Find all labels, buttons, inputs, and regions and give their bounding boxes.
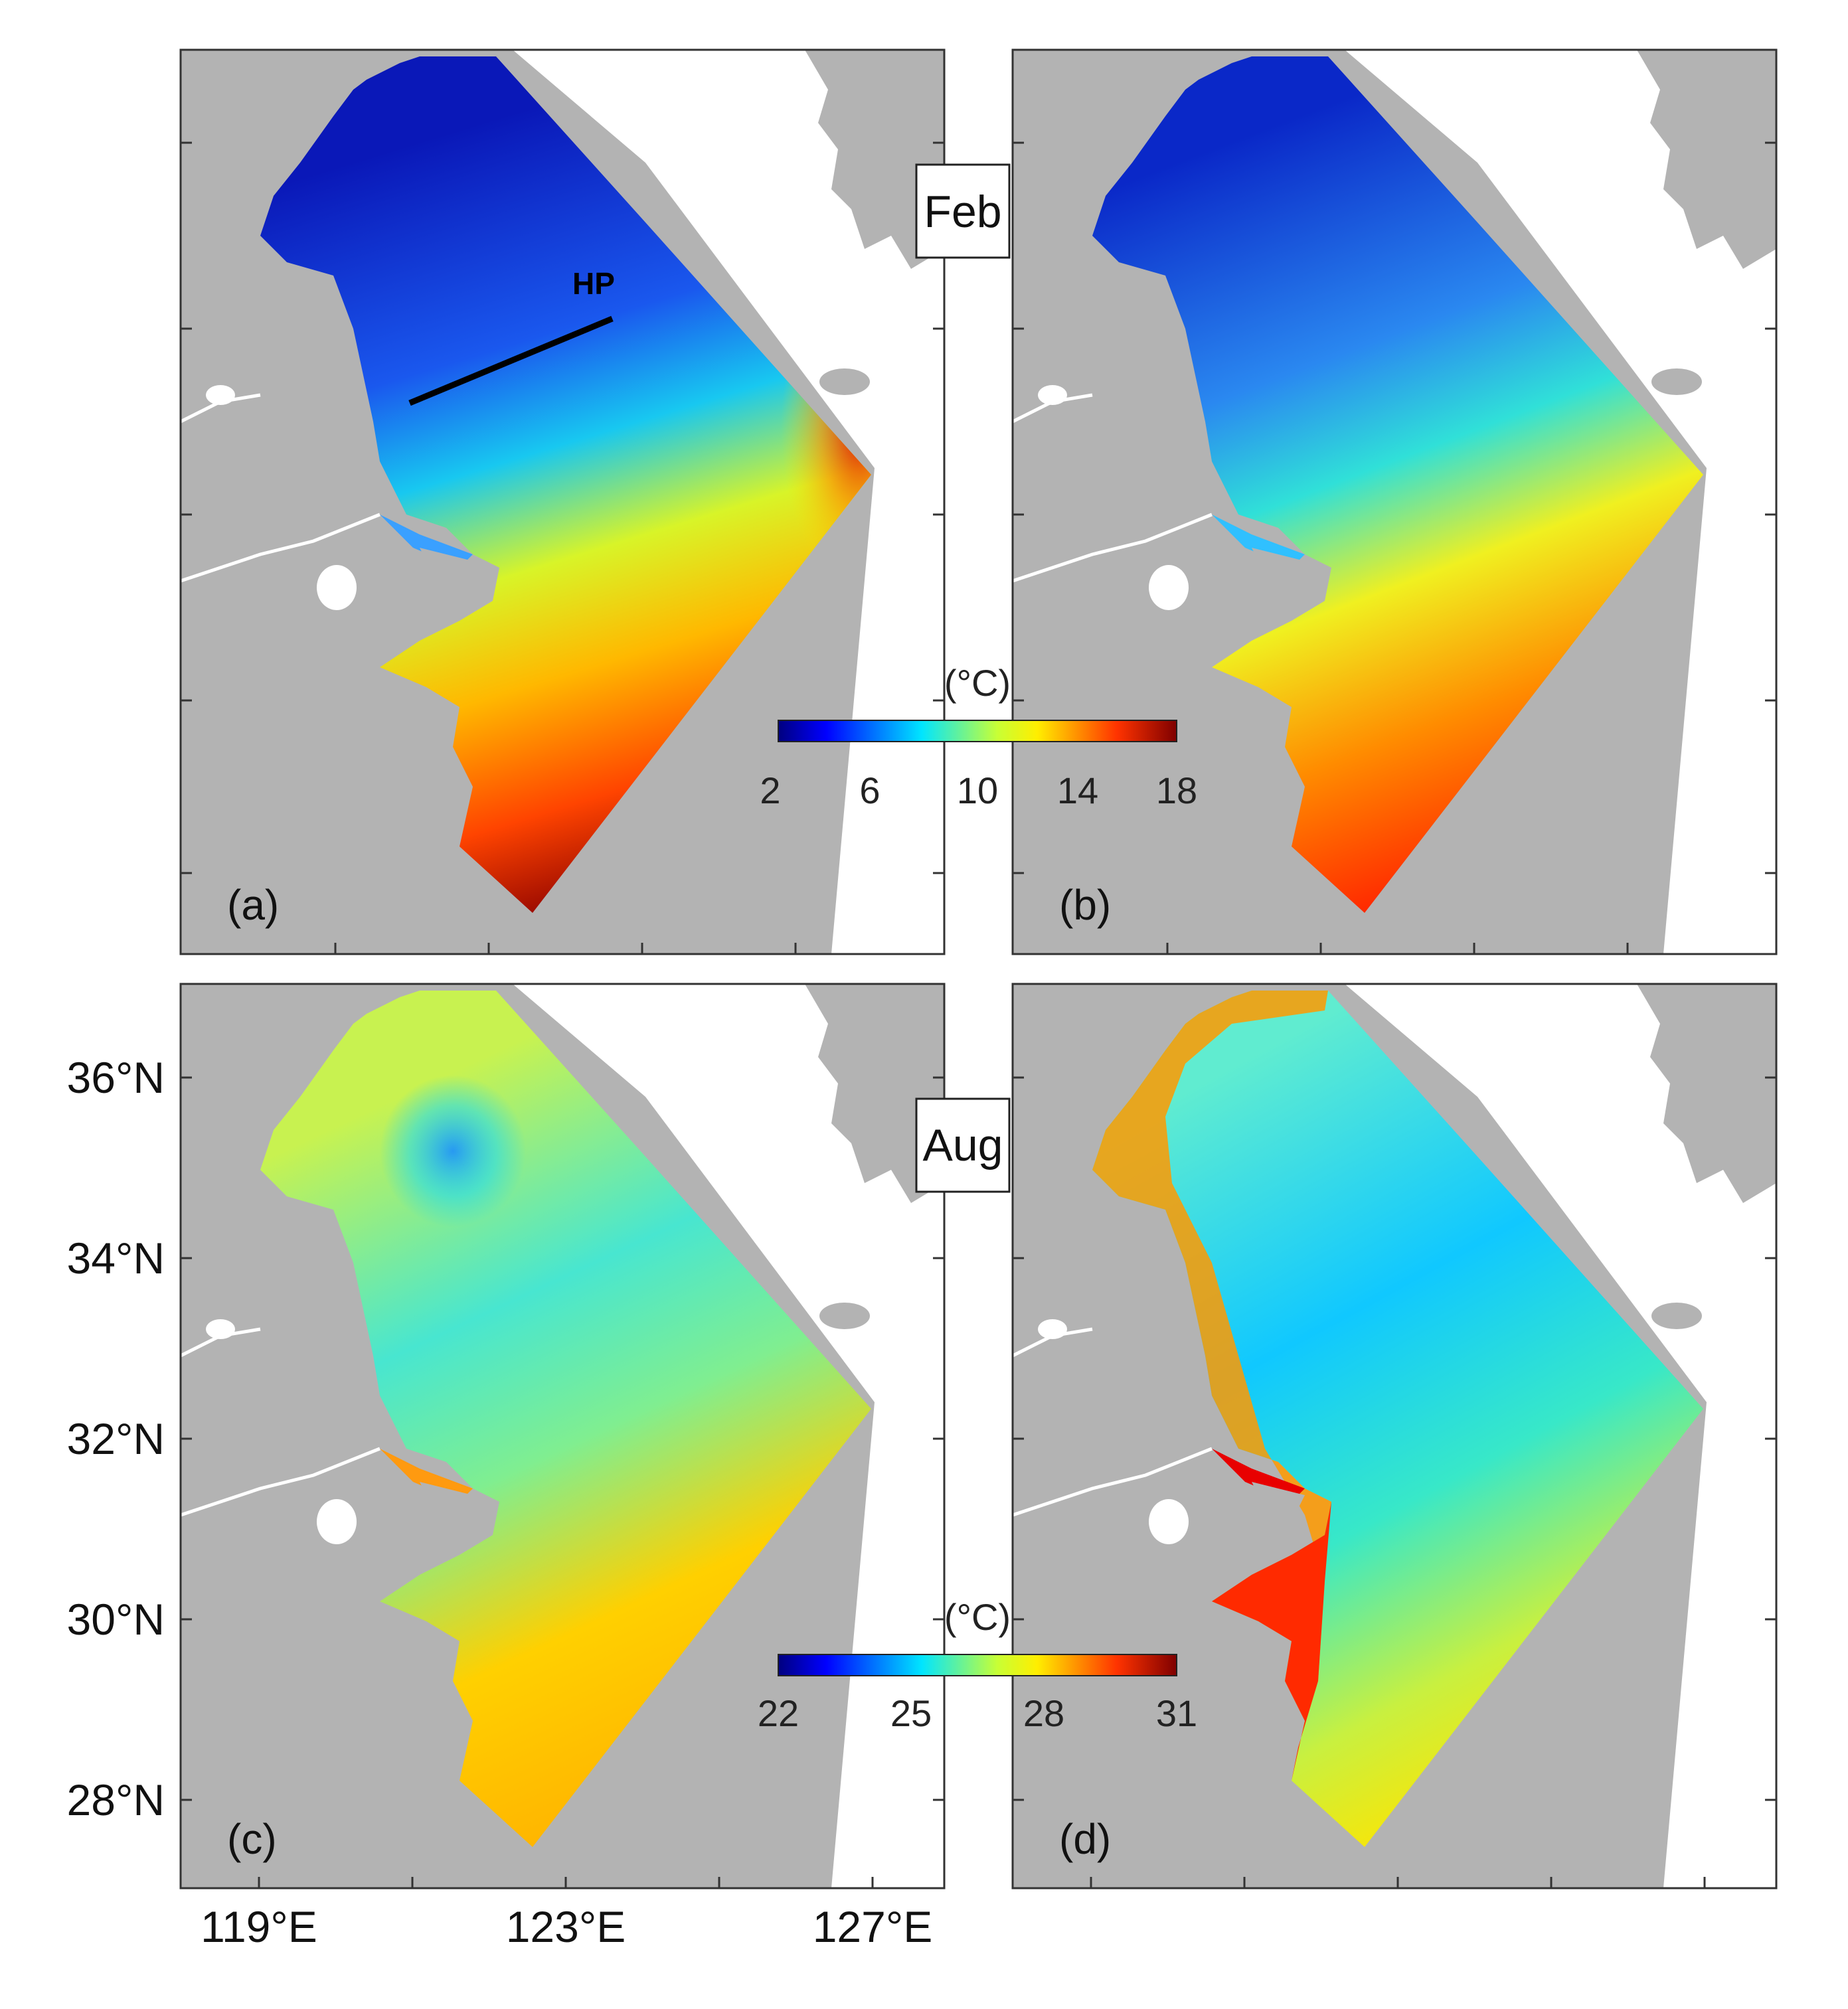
panel-b-river-2 bbox=[1013, 393, 1093, 424]
lat-label-30n: 30°N bbox=[67, 1595, 165, 1644]
lat-label-28n: 28°N bbox=[67, 1775, 165, 1824]
colorbar-feb-tick: 10 bbox=[957, 769, 998, 811]
colorbar-feb-bar bbox=[778, 720, 1177, 742]
panel-a-letter: (a) bbox=[227, 881, 279, 929]
colorbar-feb-tick: 6 bbox=[859, 769, 880, 811]
panel-d-jeju-island bbox=[1651, 1303, 1702, 1329]
panel-b-chongming-island bbox=[1252, 548, 1305, 574]
lat-label-36n: 36°N bbox=[67, 1053, 165, 1102]
colorbar-aug-tick: 22 bbox=[758, 1692, 799, 1734]
panel-c-frame bbox=[179, 983, 946, 1889]
panel-d-river bbox=[1013, 1447, 1213, 1517]
panel-a-ticks bbox=[181, 141, 944, 954]
panel-b-ocean-open bbox=[1345, 50, 1776, 954]
hp-section-label: HP bbox=[572, 266, 615, 301]
panel-b-ticks bbox=[1013, 141, 1776, 954]
panel-b-sea-domain bbox=[1092, 56, 1703, 913]
panel-d-korea-land bbox=[1637, 984, 1776, 1203]
panel-d-ocean-open bbox=[1345, 984, 1776, 1888]
colorbar-aug-tick: 28 bbox=[1023, 1692, 1064, 1734]
panel-d-chongming-island bbox=[1252, 1482, 1305, 1508]
panel-d-ticks bbox=[1013, 1076, 1776, 1888]
panel-a-chongming-island bbox=[420, 548, 473, 574]
panel-b-river bbox=[1013, 513, 1213, 583]
panel-c: (c) bbox=[179, 983, 946, 1889]
panel-d: (d) bbox=[1011, 983, 1778, 1889]
colorbar-aug-bar bbox=[778, 1654, 1177, 1676]
lon-label-119e: 119°E bbox=[201, 1902, 317, 1951]
colorbar-aug-tick: 31 bbox=[1156, 1692, 1197, 1734]
panel-a-yangtze-estuary bbox=[380, 515, 473, 568]
colorbar-feb-tick: 14 bbox=[1057, 769, 1098, 811]
lon-label-127e: 127°E bbox=[813, 1902, 933, 1951]
hp-section-line bbox=[408, 315, 614, 406]
panel-b-letter: (b) bbox=[1059, 881, 1111, 929]
panel-d-letter: (d) bbox=[1059, 1815, 1111, 1863]
panel-a-korea-land bbox=[805, 50, 944, 269]
panel-c-ticks bbox=[181, 1076, 944, 1888]
panel-a-frame bbox=[179, 48, 946, 955]
panel-b-lake bbox=[1149, 565, 1189, 610]
panel-c-letter: (c) bbox=[227, 1815, 277, 1863]
colorbar-feb-unit: (°C) bbox=[944, 662, 1011, 704]
lat-label-34n: 34°N bbox=[67, 1234, 165, 1283]
panel-c-korea-land bbox=[805, 984, 944, 1203]
panel-d-frame bbox=[1011, 983, 1778, 1889]
colorbar-feb: (°C) 2 6 10 14 18 bbox=[760, 662, 1197, 811]
panel-a-river-2 bbox=[181, 393, 261, 424]
panel-a-lake bbox=[317, 565, 357, 610]
panel-b: (b) bbox=[1011, 48, 1778, 955]
colorbar-aug-ticklabels: 22 25 28 31 bbox=[758, 1692, 1197, 1734]
panel-a-sea-domain bbox=[260, 56, 871, 913]
panel-d-river-2 bbox=[1013, 1327, 1093, 1358]
colorbar-aug-unit: (°C) bbox=[944, 1596, 1011, 1638]
panel-b-korea-land bbox=[1637, 50, 1776, 269]
panel-a-ocean-open bbox=[513, 50, 944, 954]
panel-a-jeju-island bbox=[819, 368, 870, 395]
colorbar-feb-ticklabels: 2 6 10 14 18 bbox=[760, 769, 1197, 811]
lat-label-32n: 32°N bbox=[67, 1414, 165, 1463]
longitude-labels: 119°E 123°E 127°E bbox=[201, 1902, 932, 1951]
panel-a-river bbox=[181, 513, 380, 583]
panel-a: HP (a) bbox=[179, 48, 946, 955]
colorbar-aug-tick: 25 bbox=[890, 1692, 932, 1734]
panel-c-ocean-open bbox=[513, 984, 944, 1888]
panel-d-coastal-hot-edge bbox=[1212, 1502, 1331, 1781]
month-label-aug: Aug bbox=[915, 1097, 1011, 1193]
colorbar-aug: (°C) 22 25 28 31 bbox=[758, 1596, 1197, 1734]
colorbar-feb-tick: 18 bbox=[1156, 769, 1197, 811]
colorbar-feb-tick: 2 bbox=[760, 769, 780, 811]
panel-a-east-warm bbox=[645, 222, 871, 681]
panel-c-lake bbox=[317, 1499, 357, 1544]
panel-c-river bbox=[181, 1447, 380, 1517]
month-label-aug-text: Aug bbox=[923, 1120, 1003, 1170]
panel-d-lake bbox=[1149, 1499, 1189, 1544]
panel-c-chongming-island bbox=[420, 1482, 473, 1508]
month-label-feb: Feb bbox=[915, 163, 1011, 259]
latitude-labels: 36°N 34°N 32°N 30°N 28°N bbox=[67, 1053, 165, 1824]
panel-d-sea-domain bbox=[1092, 991, 1703, 1847]
panel-b-frame bbox=[1011, 48, 1778, 955]
panel-d-yangtze-estuary bbox=[1212, 1449, 1305, 1502]
panel-b-jeju-island bbox=[1651, 368, 1702, 395]
panel-c-jeju-island bbox=[819, 1303, 870, 1329]
panel-c-yangtze-estuary bbox=[380, 1449, 473, 1502]
lon-label-123e: 123°E bbox=[506, 1902, 626, 1951]
panel-c-cold-patch bbox=[313, 1037, 645, 1382]
panel-b-yangtze-estuary bbox=[1212, 515, 1305, 568]
month-label-feb-text: Feb bbox=[924, 187, 1001, 237]
panel-c-river-2 bbox=[181, 1327, 261, 1358]
